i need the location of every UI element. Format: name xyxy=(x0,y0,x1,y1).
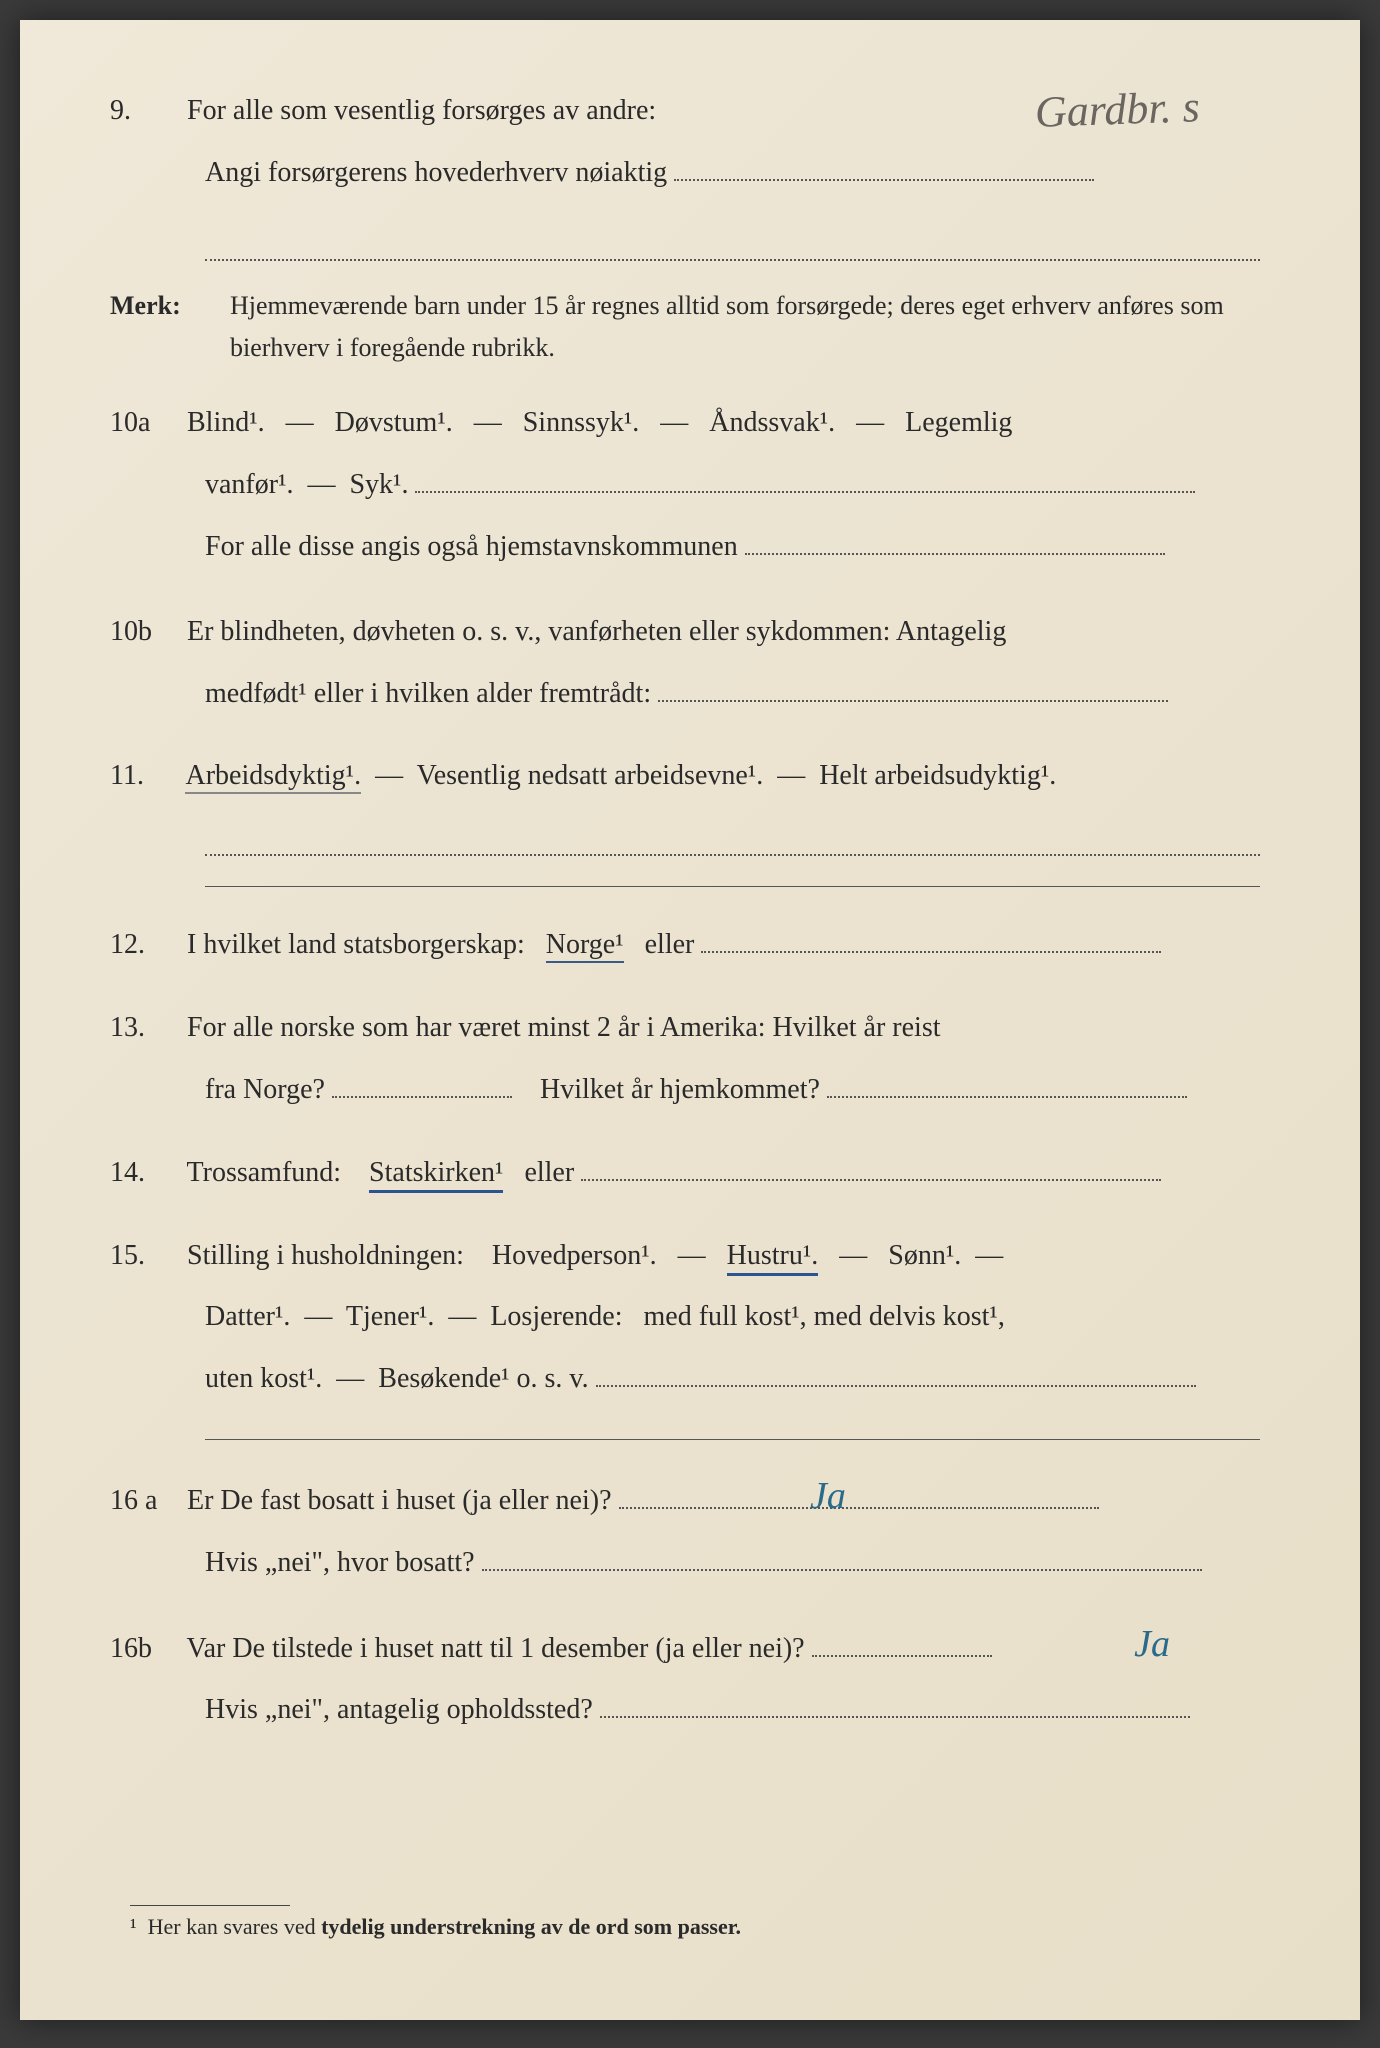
q10b-line2: medfødt¹ eller i hvilken alder fremtrådt… xyxy=(205,678,651,709)
q15-hustru: Hustru¹. xyxy=(727,1240,819,1276)
q11-opt2: Vesentlig nedsatt arbeidsevne¹. xyxy=(417,760,764,791)
q10a-opt1: Blind¹. xyxy=(187,407,265,438)
merk-note: Merk: Hjemmeværende barn under 15 år reg… xyxy=(110,285,1260,368)
q13-line1: For alle norske som har været minst 2 år… xyxy=(187,1012,941,1043)
q10a-line2b: Syk¹. xyxy=(349,469,408,500)
footnote: ¹ Her kan svares ved tydelig understrekn… xyxy=(130,1905,741,1940)
q12-text1: I hvilket land statsborgerskap: xyxy=(187,929,525,960)
q9-blank-line xyxy=(205,233,1260,261)
q15-opt6b: med full kost¹, med delvis kost¹, xyxy=(644,1301,1005,1332)
q16a-line1: Er De fast bosatt i huset (ja eller nei)… xyxy=(187,1485,612,1516)
q16b-line2: Hvis „nei", antagelig opholdssted? xyxy=(205,1694,593,1725)
q10a-line3: For alle disse angis også hjemstavnskomm… xyxy=(205,531,738,562)
q16a-number: 16 a xyxy=(110,1470,180,1532)
q13-line2a: fra Norge? xyxy=(205,1074,325,1105)
q10a-opt4: Åndssvak¹. xyxy=(709,407,835,438)
q15-text1: Stilling i husholdningen: xyxy=(187,1240,464,1271)
q13-line2b: Hvilket år hjemkommet? xyxy=(540,1074,820,1105)
q10a-number: 10a xyxy=(110,392,180,454)
q10a-opt3: Sinnssyk¹. xyxy=(523,407,640,438)
question-16a: 16 a Er De fast bosatt i huset (ja eller… xyxy=(110,1470,1260,1593)
q14-text2: eller xyxy=(524,1157,574,1188)
footnote-num: ¹ xyxy=(130,1914,137,1939)
q15-opt1: Hovedperson¹. xyxy=(492,1240,657,1271)
q9-line2: Angi forsørgerens hovederhverv nøiaktig xyxy=(205,157,667,188)
q16b-answer: Ja xyxy=(1134,1603,1170,1687)
q15-opt6a: Losjerende: xyxy=(490,1301,622,1332)
separator-1 xyxy=(205,886,1260,887)
q15-opt3: Sønn¹. xyxy=(888,1240,961,1271)
question-13: 13. For alle norske som har været minst … xyxy=(110,997,1260,1120)
q12-text2: eller xyxy=(645,929,695,960)
question-12: 12. I hvilket land statsborgerskap: Norg… xyxy=(110,917,1260,973)
footnote-text: Her kan svares ved tydelig understreknin… xyxy=(148,1914,741,1939)
question-9: 9. For alle som vesentlig forsørges av a… xyxy=(110,80,1260,203)
q15-line3b: Besøkende¹ o. s. v. xyxy=(378,1363,588,1394)
q10a-line2a: vanfør¹. xyxy=(205,469,293,500)
q15-opt4: Datter¹. xyxy=(205,1301,290,1332)
q12-number: 12. xyxy=(110,917,180,973)
q16b-number: 16b xyxy=(110,1618,180,1680)
separator-2 xyxy=(205,1439,1260,1440)
q13-number: 13. xyxy=(110,997,180,1059)
question-11: 11. Arbeidsdyktig¹. — Vesentlig nedsatt … xyxy=(110,748,1260,804)
census-form-document: 9. For alle som vesentlig forsørges av a… xyxy=(20,20,1360,2020)
question-10a: 10a Blind¹. — Døvstum¹. — Sinnssyk¹. — Å… xyxy=(110,392,1260,577)
question-16b: 16b Var De tilstede i huset natt til 1 d… xyxy=(110,1618,1260,1741)
q11-number: 11. xyxy=(110,748,180,804)
q10a-opt5: Legemlig xyxy=(905,407,1012,438)
q11-opt3: Helt arbeidsudyktig¹. xyxy=(819,760,1056,791)
q10a-opt2: Døvstum¹. xyxy=(335,407,453,438)
q10b-line1: Er blindheten, døvheten o. s. v., vanfør… xyxy=(187,616,1006,647)
q14-text1: Trossamfund: xyxy=(187,1157,342,1188)
q15-opt5: Tjener¹. xyxy=(346,1301,434,1332)
question-14: 14. Trossamfund: Statskirken¹ eller xyxy=(110,1145,1260,1201)
q16a-answer: Ja xyxy=(810,1455,846,1539)
merk-label: Merk: xyxy=(110,285,230,327)
question-15: 15. Stilling i husholdningen: Hovedperso… xyxy=(110,1225,1260,1410)
q10b-number: 10b xyxy=(110,601,180,663)
q16a-line2: Hvis „nei", hvor bosatt? xyxy=(205,1547,475,1578)
q15-line3a: uten kost¹. xyxy=(205,1363,322,1394)
q14-number: 14. xyxy=(110,1145,180,1201)
q14-statskirken: Statskirken¹ xyxy=(369,1157,503,1193)
q16b-line1: Var De tilstede i huset natt til 1 desem… xyxy=(187,1633,805,1664)
q12-norge: Norge¹ xyxy=(546,929,624,963)
merk-text: Hjemmeværende barn under 15 år regnes al… xyxy=(230,285,1260,368)
q11-opt1: Arbeidsdyktig¹. xyxy=(185,760,361,794)
question-10b: 10b Er blindheten, døvheten o. s. v., va… xyxy=(110,601,1260,724)
q11-blank-line xyxy=(205,828,1260,856)
q9-handwritten-answer: Gardbr. s xyxy=(1034,59,1202,161)
q9-line1: For alle som vesentlig forsørges av andr… xyxy=(187,95,656,126)
q15-number: 15. xyxy=(110,1225,180,1287)
q9-number: 9. xyxy=(110,80,180,142)
